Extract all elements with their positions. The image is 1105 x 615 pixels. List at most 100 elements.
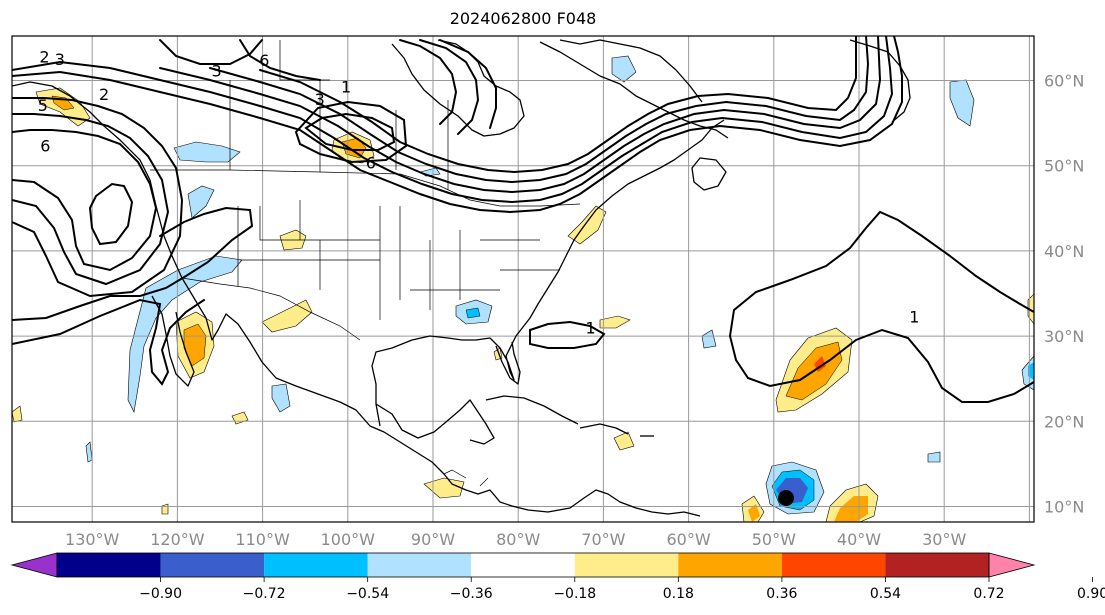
shade-pos-texas [261,299,313,333]
shade-neg-tiny-4 [419,167,441,177]
lon-label: 60°W [667,530,711,549]
contour-one-east-2 [735,328,1034,403]
colorbar-swatch [57,553,161,577]
coast-hudson-bay [391,39,525,137]
colorbar-tick-label: 0.72 [973,586,1004,602]
latitude-labels: 10°N 20°N 30°N 40°N 50°N 60°N [1044,72,1084,517]
colorbar-tick-label: 0.54 [870,586,901,602]
contour-pacific-high-3 [12,97,184,298]
border-state-lines [237,200,560,320]
contour-label: 3 [55,50,65,69]
colorbar-tick-label: −0.18 [553,586,596,602]
colorbar-tick-label: −0.72 [243,586,286,602]
contour-label: 3 [211,61,221,80]
contour-jet-2 [12,36,894,204]
colorbar-extend-low [10,552,58,578]
contour-label: 5 [38,96,48,115]
shade-neg-tropical-core [778,490,794,506]
lat-label: 50°N [1044,157,1084,176]
colorbar-extend-high [988,552,1036,578]
lat-label: 60°N [1044,72,1084,91]
colorbar-tick-label: −0.90 [139,586,182,602]
lon-label: 40°W [837,530,881,549]
lon-label: 70°W [581,530,625,549]
contour-jet-4 [209,36,870,184]
lat-label: 40°N [1044,242,1084,261]
shade-neg-tiny-1 [701,329,717,349]
contour-jet-1 [12,36,903,214]
shade-pos-newengland [567,205,607,245]
colorbar: −0.90 −0.72 −0.54 −0.36 −0.18 0.18 0.36 0.54 0.7… [10,552,1105,602]
coast-cuba [485,395,579,425]
colorbar-tick-label: 0.90 [1077,586,1105,602]
colorbar-swatch [885,553,989,577]
colorbar-tick-label: −0.54 [346,586,389,602]
lon-label: 80°W [496,530,540,549]
shade-pos-cam [423,477,465,499]
lon-label: 50°W [752,530,796,549]
contour-north-2 [239,39,321,81]
contour-label: 1 [586,319,596,338]
shade-pos-tiny-4 [161,503,169,515]
shade-pos-tiny-1 [12,405,23,423]
shade-neg-tiny-3 [85,441,93,463]
map-frame [11,35,1035,523]
colorbar-swatch [160,553,265,577]
coast-gulf [371,119,725,427]
border-canada-provinces [229,40,449,190]
contour-label: 1 [341,77,351,96]
colorbar-swatch [367,553,472,577]
colorbar-swatch [678,553,782,577]
lat-label: 20°N [1044,412,1084,431]
contour-label: 3 [315,90,325,109]
shade-neg-idaho [187,185,215,219]
contour-label: 1 [909,308,919,327]
political-borders [150,40,581,487]
colorbar-swatch [781,553,886,577]
coast-hispaniola [579,423,629,435]
lon-label: 110°W [235,530,290,549]
map-title: 2024062800 F048 [449,9,597,28]
graticule [12,36,1034,522]
shade-neg-mexico [271,383,291,413]
contour-north-3 [399,39,458,125]
colorbar-tick-label: 0.18 [663,586,694,602]
shade-pos-tiny-2 [231,411,249,425]
coast-yucatan [375,399,495,445]
contour-one-sw [12,298,205,386]
contour-pacific-inner [88,182,134,246]
shade-neg-tiny-2 [927,451,941,463]
coast-newfoundland [691,157,727,191]
contour-canada-low-2 [294,100,408,164]
contour-north-5 [439,39,497,129]
contour-pacific-high-1 [12,129,158,272]
coast-labrador [539,41,729,139]
shade-pos-baja-inner [183,323,207,367]
shade-neg-greenland [949,79,975,127]
colorbar-outline [56,552,990,578]
longitude-labels: 130°W 120°W 110°W 100°W 90°W 80°W 70°W 60°W 50°W… [65,530,966,549]
colorbar-swatch [471,553,575,577]
border-us-mexico [181,277,361,341]
lon-label: 100°W [321,530,376,549]
lon-label: 30°W [922,530,966,549]
border-central-america [443,469,489,487]
shade-neg-bc [173,141,241,163]
lon-label: 90°W [411,530,455,549]
coast-florida [495,341,521,385]
shade-neg-hudson [611,55,637,83]
contour-one-west [12,206,254,321]
contour-lines [12,36,1034,403]
contour-north-4 [419,39,480,135]
shade-pos-atlantic-sm [599,315,631,329]
lat-label: 30°N [1044,327,1084,346]
contour-jet-3 [159,36,882,194]
colorbar-tick-label: 0.36 [766,586,797,602]
shade-pos-tropical-w-inner [748,504,760,522]
contour-canada-low [304,112,396,151]
contour-label: 2 [99,85,109,104]
contour-label: 2 [39,48,49,67]
